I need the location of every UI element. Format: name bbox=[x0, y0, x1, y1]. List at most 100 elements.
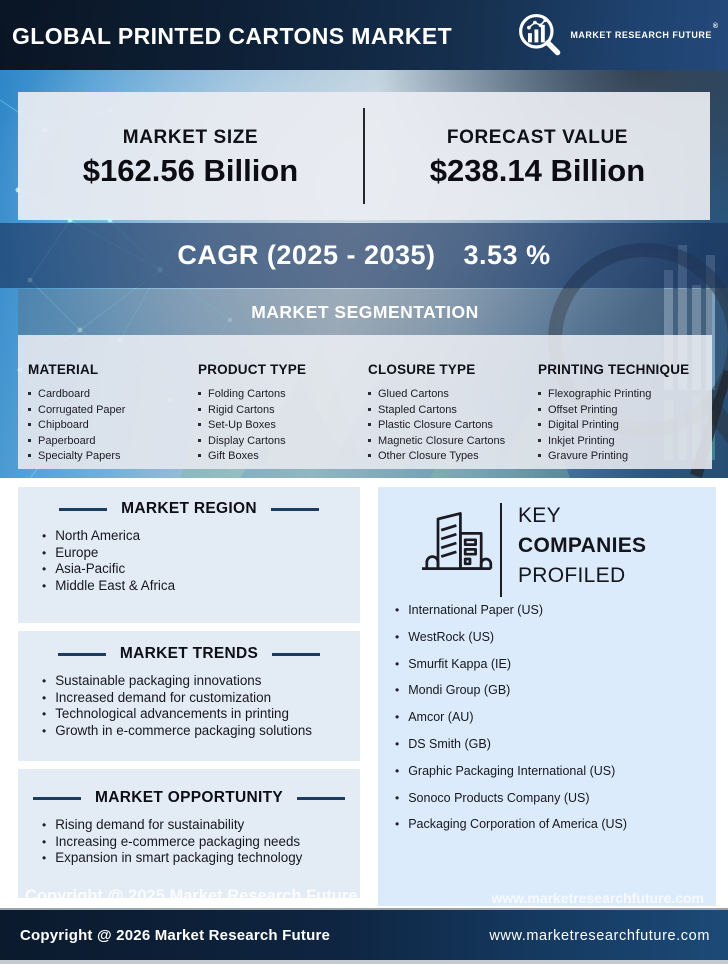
panel-title-row: MARKET OPPORTUNITY bbox=[18, 769, 360, 807]
panel-title-row: MARKET TRENDS bbox=[18, 631, 360, 663]
brand-name: MARKET RESEARCH FUTURE bbox=[570, 30, 712, 40]
list-item: Gift Boxes bbox=[198, 449, 366, 465]
buildings-icon bbox=[422, 512, 493, 570]
title-rule bbox=[270, 507, 319, 511]
list-item: Smurfit Kappa (IE) bbox=[395, 657, 627, 684]
list-item: Paperboard bbox=[28, 434, 196, 450]
seg-column-title: PRODUCT TYPE bbox=[198, 361, 307, 377]
footer-website-link[interactable]: www.marketresearchfuture.com bbox=[489, 928, 710, 944]
brand-logo: MARKET RESEARCH FUTURE ® bbox=[516, 11, 718, 59]
bottom-edge-strip bbox=[0, 960, 728, 964]
list-item: Digital Printing bbox=[538, 418, 706, 434]
header: GLOBAL PRINTED CARTONS MARKET MARKET RES… bbox=[0, 0, 728, 70]
seg-item-list: Flexographic Printing Offset Printing Digi… bbox=[538, 387, 706, 465]
list-item: International Paper (US) bbox=[395, 603, 627, 630]
market-region-panel: MARKET REGION North AmericaEuropeAsia-Pa… bbox=[18, 487, 360, 623]
list-item: Specialty Papers bbox=[28, 449, 196, 465]
forecast-value-stat: FORECAST VALUE $238.14 Billion bbox=[365, 123, 710, 189]
page-title: GLOBAL PRINTED CARTONS MARKET bbox=[12, 23, 453, 49]
market-trends-panel: MARKET TRENDS Sustainable packaging inno… bbox=[18, 631, 360, 761]
list-item: Chipboard bbox=[28, 418, 196, 434]
market-size-value: $162.56 Billion bbox=[82, 153, 299, 188]
seg-column-title: PRINTING TECHNIQUE bbox=[538, 361, 690, 377]
watermark-copyright: Copyright @ 2025 Market Research Future bbox=[25, 887, 358, 905]
list-item: Sustainable packaging innovations bbox=[42, 673, 360, 690]
seg-column-material: MATERIAL Cardboard Corrugated Paper Chipbo… bbox=[26, 345, 196, 462]
title-rule bbox=[59, 507, 108, 511]
list-item: Gravure Printing bbox=[538, 449, 706, 465]
cagr-value: 3.53 % bbox=[463, 240, 551, 270]
list-item: Offset Printing bbox=[538, 403, 706, 419]
hero-section: MARKET SIZE $162.56 Billion FORECAST VAL… bbox=[0, 70, 728, 478]
list-item: WestRock (US) bbox=[395, 630, 627, 657]
list-item: Mondi Group (GB) bbox=[395, 683, 627, 710]
title-rule bbox=[272, 652, 321, 656]
panel-title-row: MARKET REGION bbox=[18, 487, 360, 518]
forecast-value-value: $238.14 Billion bbox=[429, 153, 646, 188]
market-region-title: MARKET REGION bbox=[121, 500, 257, 517]
segmentation-title-band: MARKET SEGMENTATION bbox=[18, 289, 712, 335]
list-item: Packaging Corporation of America (US) bbox=[395, 817, 627, 844]
list-item: Increasing e-commerce packaging needs bbox=[42, 834, 360, 851]
footer: Copyright @ 2026 Market Research Future … bbox=[0, 908, 728, 960]
seg-column-printing-technique: PRINTING TECHNIQUE Flexographic Printing… bbox=[536, 345, 706, 462]
cagr-label: CAGR (2025 - 2035) bbox=[177, 240, 436, 270]
list-item: Sonoco Products Company (US) bbox=[395, 791, 627, 818]
list-item: Rising demand for sustainability bbox=[42, 817, 360, 834]
list-item: Technological advancements in printing bbox=[42, 706, 360, 723]
seg-column-closure-type: CLOSURE TYPE Glued Cartons Stapled Carton… bbox=[366, 345, 536, 462]
title-rule bbox=[296, 796, 345, 800]
market-trends-title: MARKET TRENDS bbox=[119, 645, 259, 662]
list-item: Stapled Cartons bbox=[368, 403, 536, 419]
list-item: Plastic Closure Cartons bbox=[368, 418, 536, 434]
companies-title-line2: COMPANIES bbox=[518, 534, 647, 557]
title-rule bbox=[57, 652, 106, 656]
list-item: Middle East & Africa bbox=[42, 578, 360, 595]
companies-title-line1: KEY bbox=[518, 504, 561, 527]
list-item: North America bbox=[42, 528, 360, 545]
seg-column-product-type: PRODUCT TYPE Folding Cartons Rigid Carton… bbox=[196, 345, 366, 462]
segmentation-title: MARKET SEGMENTATION bbox=[251, 301, 479, 322]
list-item: Other Closure Types bbox=[368, 449, 536, 465]
list-item: Rigid Cartons bbox=[198, 403, 366, 419]
list-item: Cardboard bbox=[28, 387, 196, 403]
key-companies-panel: KEY COMPANIES PROFILED International Pap… bbox=[378, 487, 716, 906]
list-item: Amcor (AU) bbox=[395, 710, 627, 737]
market-opportunity-title: MARKET OPPORTUNITY bbox=[95, 789, 283, 806]
footer-copyright: Copyright @ 2026 Market Research Future bbox=[20, 927, 331, 944]
market-size-stat: MARKET SIZE $162.56 Billion bbox=[18, 123, 363, 189]
title-rule bbox=[33, 796, 82, 800]
list-item: Magnetic Closure Cartons bbox=[368, 434, 536, 450]
list-item: Increased demand for customization bbox=[42, 690, 360, 707]
seg-item-list: Glued Cartons Stapled Cartons Plastic Clos… bbox=[368, 387, 536, 465]
segmentation-panel: MATERIAL Cardboard Corrugated Paper Chipbo… bbox=[18, 335, 712, 469]
companies-title-line3: PROFILED bbox=[518, 564, 626, 587]
cagr-banner: CAGR (2025 - 2035) 3.53 % bbox=[0, 223, 728, 288]
stats-divider bbox=[363, 108, 365, 204]
seg-item-list: Cardboard Corrugated Paper Chipboard Paperb… bbox=[28, 387, 196, 465]
seg-column-title: CLOSURE TYPE bbox=[368, 361, 476, 377]
trends-list: Sustainable packaging innovationsIncreas… bbox=[18, 673, 360, 740]
list-item: Glued Cartons bbox=[368, 387, 536, 403]
list-item: Flexographic Printing bbox=[538, 387, 706, 403]
list-item: Set-Up Boxes bbox=[198, 418, 366, 434]
seg-item-list: Folding Cartons Rigid Cartons Set-Up Boxes… bbox=[198, 387, 366, 465]
list-item: Corrugated Paper bbox=[28, 403, 196, 419]
list-item: Folding Cartons bbox=[198, 387, 366, 403]
mrf-magnifier-chart-icon bbox=[519, 14, 561, 56]
market-opportunity-panel: MARKET OPPORTUNITY Rising demand for sus… bbox=[18, 769, 360, 898]
companies-list: International Paper (US)WestRock (US)Smu… bbox=[395, 603, 627, 844]
companies-title: KEY COMPANIES PROFILED bbox=[518, 501, 646, 591]
companies-header-divider bbox=[500, 503, 502, 597]
list-item: Display Cartons bbox=[198, 434, 366, 450]
list-item: Asia-Pacific bbox=[42, 561, 360, 578]
list-item: DS Smith (GB) bbox=[395, 737, 627, 764]
seg-column-title: MATERIAL bbox=[28, 361, 99, 377]
forecast-value-label: FORECAST VALUE bbox=[446, 127, 629, 148]
companies-header: KEY COMPANIES PROFILED bbox=[378, 501, 716, 601]
list-item: Europe bbox=[42, 545, 360, 562]
list-item: Expansion in smart packaging technology bbox=[42, 850, 360, 867]
stats-panel: MARKET SIZE $162.56 Billion FORECAST VAL… bbox=[18, 92, 710, 220]
watermark-website: www.marketresearchfuture.com bbox=[491, 890, 704, 906]
